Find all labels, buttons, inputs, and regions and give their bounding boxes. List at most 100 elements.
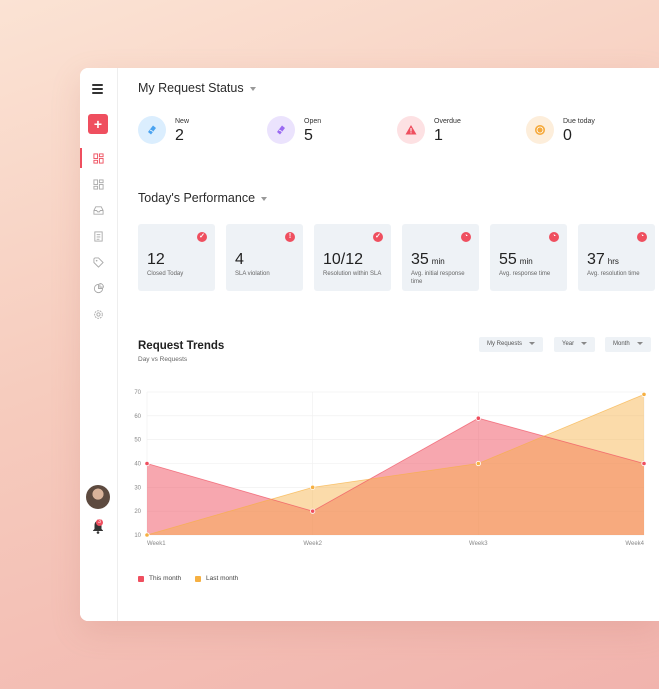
perf-unit: min xyxy=(519,257,533,266)
timer-icon: ◔ xyxy=(461,232,471,242)
menu-icon[interactable] xyxy=(92,84,103,97)
chevron-down-icon xyxy=(249,86,256,91)
data-point xyxy=(475,415,481,421)
x-tick-label: Week3 xyxy=(469,541,488,547)
status-label: New xyxy=(175,118,190,125)
perf-label: Avg. initial response time xyxy=(411,271,465,285)
data-point xyxy=(310,508,316,514)
y-tick-label: 20 xyxy=(134,509,141,515)
perf-label: Avg. resolution time xyxy=(587,271,640,277)
status-new[interactable]: New 2 xyxy=(138,114,268,150)
data-point xyxy=(310,484,316,490)
perf-card-response[interactable]: ◔ 55 min Avg. response time xyxy=(490,224,567,291)
check-icon: ✓ xyxy=(373,232,383,242)
status-label: Overdue xyxy=(434,118,461,125)
legend-label: This month xyxy=(149,575,182,582)
perf-card-resolution-time[interactable]: ◔ 37 hrs Avg. resolution time xyxy=(578,224,655,291)
series-area-last-month xyxy=(147,394,644,535)
status-overdue[interactable]: Overdue 1 xyxy=(397,114,527,150)
chevron-down-icon xyxy=(636,341,643,345)
perf-card-closed[interactable]: ✓ 12 Closed Today xyxy=(138,224,215,291)
sidebar: + 3 xyxy=(80,68,118,621)
chevron-down-icon xyxy=(261,196,268,201)
y-tick-label: 70 xyxy=(134,390,141,396)
request-status-title[interactable]: My Request Status xyxy=(138,81,256,95)
scope-dropdown[interactable]: My Requests xyxy=(479,337,544,352)
status-due-today[interactable]: Due today 0 xyxy=(526,114,656,150)
y-tick-label: 30 xyxy=(134,485,141,491)
dashboard-icon[interactable] xyxy=(80,148,117,168)
data-point xyxy=(641,460,647,467)
perf-label: Closed Today xyxy=(147,271,184,277)
chevron-down-icon xyxy=(581,341,588,345)
y-tick-label: 50 xyxy=(134,438,141,444)
series-line xyxy=(146,394,645,536)
series-line xyxy=(146,417,645,512)
status-label: Open xyxy=(304,118,322,125)
pie-chart-icon[interactable] xyxy=(80,279,117,297)
warning-icon xyxy=(397,116,425,144)
performance-title-text: Today's Performance xyxy=(138,191,256,205)
app-window: + 3 My Request Status xyxy=(80,68,659,621)
perf-value: 12 xyxy=(147,251,165,268)
x-tick-label: Week4 xyxy=(625,541,644,547)
x-tick-label: Week2 xyxy=(303,541,322,547)
request-status-title-text: My Request Status xyxy=(138,81,244,95)
y-tick-label: 60 xyxy=(134,414,141,420)
range-dropdown-value: Year xyxy=(562,341,575,347)
legend-swatch xyxy=(195,575,201,582)
ticket-icon xyxy=(267,116,295,144)
series-area-this-month xyxy=(147,418,644,535)
legend-swatch xyxy=(138,575,144,582)
legend-this-month[interactable]: This month xyxy=(138,575,181,582)
x-tick-label: Week1 xyxy=(147,541,166,547)
settings-icon[interactable] xyxy=(80,305,117,323)
perf-value: 4 xyxy=(235,251,244,268)
perf-card-resolution[interactable]: ✓ 10/12 Resolution within SLA xyxy=(314,224,391,291)
granularity-dropdown-value: Month xyxy=(613,341,630,347)
reports-icon[interactable] xyxy=(80,175,117,193)
perf-value: 10/12 xyxy=(323,251,364,268)
timer-icon: ◔ xyxy=(549,232,559,242)
status-label: Due today xyxy=(563,118,595,125)
y-tick-label: 40 xyxy=(134,462,141,468)
legend-last-month[interactable]: Last month xyxy=(195,575,238,582)
perf-label: Avg. response time xyxy=(499,271,551,277)
tag-icon[interactable] xyxy=(80,253,117,271)
clock-icon xyxy=(526,116,554,144)
request-trends-chart: 10 20 30 40 50 60 70 Week1 Week2 Week3 Week4 xyxy=(134,390,647,547)
perf-card-initial-response[interactable]: ◔ 35 min Avg. initial response time xyxy=(402,224,479,291)
add-button[interactable]: + xyxy=(88,114,108,134)
perf-label: Resolution within SLA xyxy=(323,271,382,277)
perf-value: 35 xyxy=(411,251,429,268)
status-count: 1 xyxy=(434,127,443,144)
ticket-icon xyxy=(138,116,166,144)
data-point xyxy=(144,460,150,467)
perf-label: SLA violation xyxy=(235,271,270,277)
inbox-icon[interactable] xyxy=(80,201,117,219)
data-point xyxy=(475,460,481,467)
status-count: 0 xyxy=(563,127,572,144)
scope-dropdown-value: My Requests xyxy=(487,341,523,347)
status-count: 2 xyxy=(175,127,184,144)
perf-value: 37 xyxy=(587,251,605,268)
data-point xyxy=(144,532,150,538)
chevron-down-icon xyxy=(529,341,536,345)
trends-title: Request Trends xyxy=(138,340,225,352)
perf-unit: hrs xyxy=(607,257,619,266)
data-point xyxy=(641,391,647,397)
trends-subtitle: Day vs Requests xyxy=(138,356,188,363)
perf-card-sla-violation[interactable]: ! 4 SLA violation xyxy=(226,224,303,291)
check-icon: ✓ xyxy=(197,232,207,242)
document-icon[interactable] xyxy=(80,227,117,245)
granularity-dropdown[interactable]: Month xyxy=(605,337,651,352)
performance-title[interactable]: Today's Performance xyxy=(138,191,268,205)
range-dropdown[interactable]: Year xyxy=(554,337,596,352)
alert-icon: ! xyxy=(285,232,295,242)
main-content: My Request Status New 2 Open 5 Overdue 1 xyxy=(117,68,659,621)
perf-unit: min xyxy=(431,257,445,266)
timer-icon: ◔ xyxy=(637,232,647,242)
avatar[interactable] xyxy=(86,485,110,509)
status-count: 5 xyxy=(304,127,313,144)
status-open[interactable]: Open 5 xyxy=(267,114,397,150)
